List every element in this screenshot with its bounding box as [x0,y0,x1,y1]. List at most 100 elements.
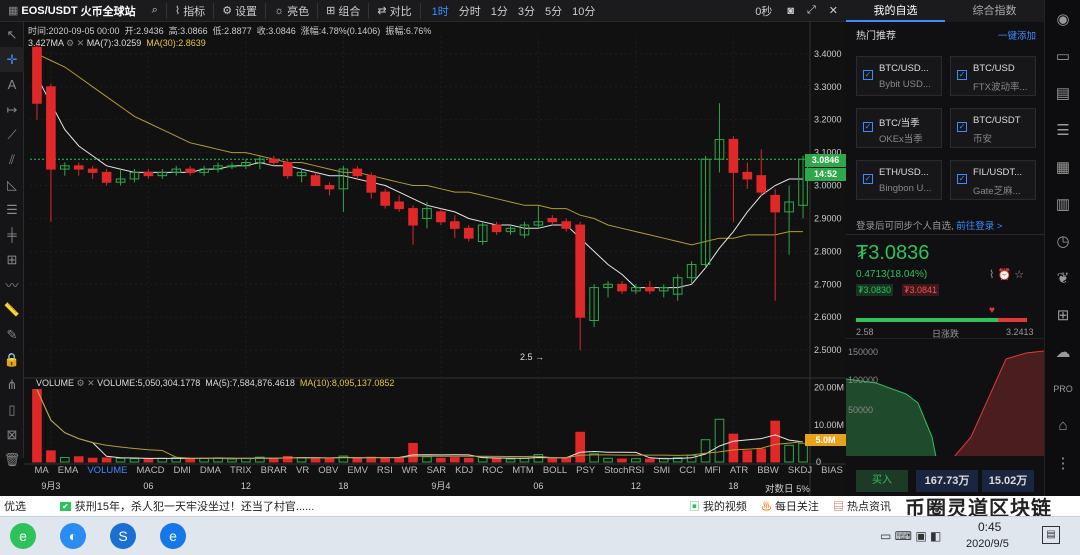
indicator-tab-mtm[interactable]: MTM [512,465,534,476]
hot-link[interactable]: ▤ 热点资讯 [833,498,891,514]
app-icon-2[interactable]: ◐ [60,523,86,549]
calculator-icon[interactable]: ▦ [1055,158,1071,176]
recommend-card[interactable]: ✓ BTC/USD... Bybit USD... [856,56,942,96]
indicator-tab-bbw[interactable]: BBW [757,465,779,476]
list-icon[interactable]: ☰ [1056,121,1070,139]
indicator-tab-bias[interactable]: BIAS [821,465,843,476]
hide-drawings-icon[interactable]: ⊠ [6,426,18,442]
grid-tool-icon[interactable]: ⊞ [6,251,18,267]
trash-icon[interactable]: 🗑 [3,451,21,467]
indicator-tab-stochrsi[interactable]: StochRSI [604,465,645,476]
daily-link[interactable]: ♨ 每日关注 [761,498,819,514]
text-tool-icon[interactable]: A [7,77,17,92]
pen-tool-icon[interactable]: ✎ [6,326,18,342]
tray-icons[interactable]: ▭ ⌨ ▣ ◧ [880,529,942,543]
interval-10m[interactable]: 10分 [572,5,596,18]
indicator-tab-rsi[interactable]: RSI [376,465,393,476]
indicator-tab-atr[interactable]: ATR [729,465,749,476]
chart-icon[interactable]: ⌇ [989,269,995,281]
grid-apps-icon[interactable]: ⊞ [1056,306,1070,324]
app-icon-3[interactable]: S [110,523,136,549]
symbol-selector[interactable]: ▦ EOS/USDT 火币全球站 [0,3,144,19]
recommend-card[interactable]: ✓ ETH/USD... Bingbon U... [856,160,942,200]
indicator-tab-kdj[interactable]: KDJ [455,465,474,476]
candlestick-chart[interactable]: 3.4000 3.3000 3.2000 3.1000 3.0000 2.9000 2.80… [24,22,846,496]
interval-5m[interactable]: 5分 [544,5,563,18]
light-theme-button[interactable]: ☼ 亮色 [266,3,317,19]
indicator-tab-dma[interactable]: DMA [199,465,221,476]
indicator-tab-emv[interactable]: EMV [347,465,368,476]
book-icon[interactable]: ▥ [1055,195,1071,213]
crosshair-icon[interactable]: ✛ [0,47,24,72]
compare-button[interactable]: ⇄ 对比 [369,3,419,19]
channel-tool-icon[interactable]: ⫽ [9,151,15,167]
triangle-tool-icon[interactable]: ◺ [7,176,17,192]
settings-button[interactable]: ⚙ 设置 [214,3,265,19]
magnet-icon[interactable]: ⋔ [6,376,18,392]
indicator-tab-cci[interactable]: CCI [679,465,696,476]
ruler-icon[interactable]: 📏 [3,301,21,317]
lock-icon[interactable]: 🔒 [3,351,21,367]
indicator-button[interactable]: ⌇ 指标 [167,3,213,19]
interval-3m[interactable]: 3分 [517,5,535,18]
indicator-tab-wr[interactable]: WR [401,465,418,476]
browser-icon[interactable]: e [160,523,186,549]
volume-settings-icon[interactable]: ⚙ ✕ [76,378,95,388]
report-icon[interactable]: ▤ [1055,84,1071,102]
recommend-card[interactable]: ✓ BTC/当季 OKEx当季 [856,108,942,148]
indicator-tab-dmi[interactable]: DMI [173,465,191,476]
indicator-tab-volume[interactable]: VOLUME [87,465,128,476]
checkbox-icon[interactable]: ✓ [863,70,873,80]
cursor-icon[interactable]: ↖ [6,26,18,42]
tab-my-watchlist[interactable]: 我的自选 [846,0,945,22]
search-button[interactable]: ⌕ [144,4,166,17]
pro-icon[interactable]: PRO [1053,383,1073,394]
camera-icon[interactable]: ◙ [787,4,794,17]
indicator-tab-ma[interactable]: MA [34,465,49,476]
video-link[interactable]: ▣ 我的视频 [689,498,747,514]
indicator-tab-sar[interactable]: SAR [426,465,447,476]
notification-icon[interactable]: ▤ [1042,526,1060,544]
bell-icon[interactable]: ⌂ [1058,417,1068,434]
indicator-tab-skdj[interactable]: SKDJ [787,465,813,476]
ma-settings-icon[interactable]: ⚙ ✕ [66,38,85,48]
checkbox-icon[interactable]: ✓ [957,174,967,184]
avatar-icon[interactable]: ◉ [1056,10,1070,28]
clock-icon[interactable]: ◷ [1056,232,1070,250]
checkbox-icon[interactable]: ✓ [957,122,967,132]
news-headline[interactable]: 获刑15年，杀人犯一天牢没坐过！还当了村官...... [74,501,315,513]
indicator-tab-psy[interactable]: PSY [576,465,596,476]
buy-button[interactable]: 买入 [856,470,908,492]
news-left-label[interactable]: 优选 [4,501,26,513]
checkbox-icon[interactable]: ✓ [863,122,873,132]
indicator-tab-boll[interactable]: BOLL [542,465,568,476]
layout-button[interactable]: ⊞ 组合 [318,3,368,19]
monitor-icon[interactable]: ▭ [1055,47,1071,65]
tab-composite-index[interactable]: 综合指数 [972,5,1017,17]
checkbox-icon[interactable]: ✓ [957,70,967,80]
close-icon[interactable]: ✕ [828,5,838,17]
recommend-card[interactable]: ✓ BTC/USD FTX波动率... [950,56,1036,96]
interval-1h[interactable]: 1时 [431,5,449,18]
trend-tool-icon[interactable]: ⟋ [7,126,17,142]
cloud-icon[interactable]: ☁ [1055,343,1071,361]
indicator-tab-mfi[interactable]: MFI [704,465,721,476]
star-icon[interactable]: ☆ [1014,269,1025,281]
bookmark-icon[interactable]: ▯ [8,401,16,417]
recommend-card[interactable]: ✓ FIL/USDT... Gate芝麻... [950,160,1036,200]
indicator-tab-macd[interactable]: MACD [136,465,165,476]
fullscreen-icon[interactable]: ⤢ [806,4,816,16]
indicator-tab-brar[interactable]: BRAR [260,465,288,476]
leaf-icon[interactable]: ❦ [1056,269,1070,287]
login-link[interactable]: 前往登录 > [956,221,1003,232]
scale-options[interactable]: 对数日 5% [765,484,810,495]
gann-tool-icon[interactable]: ╪ [7,227,17,242]
wave-tool-icon[interactable]: 〰 [5,278,19,293]
recommend-card[interactable]: ✓ BTC/USDT 币安 [950,108,1036,148]
line-tool-icon[interactable]: ↦ [6,101,18,117]
indicator-tab-obv[interactable]: OBV [318,465,339,476]
fib-tool-icon[interactable]: ☰ [6,201,18,217]
alarm-icon[interactable]: ⏰ [997,269,1012,281]
interval-1m[interactable]: 1分 [490,5,508,18]
indicator-tab-ema[interactable]: EMA [57,465,79,476]
